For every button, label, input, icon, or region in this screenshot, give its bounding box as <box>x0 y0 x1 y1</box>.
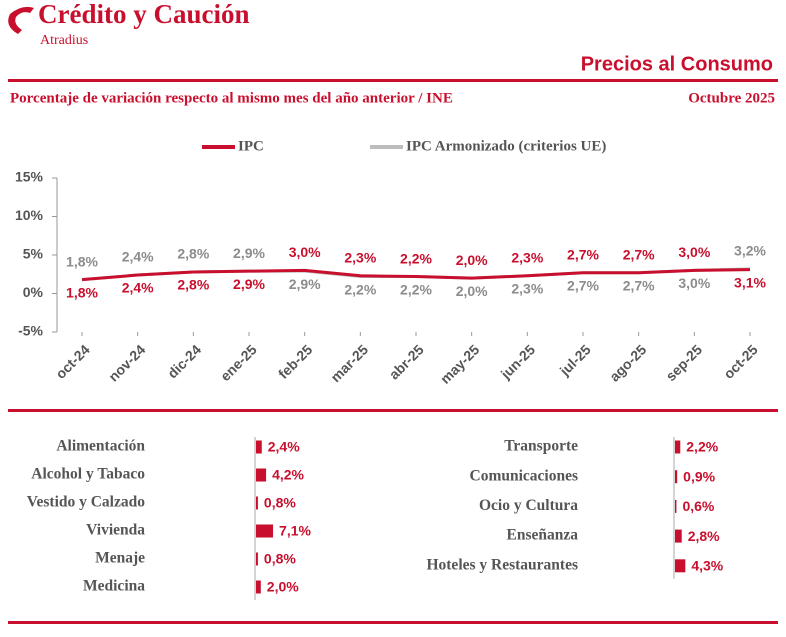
value-label: 3,2% <box>734 243 766 259</box>
brand: Crédito y Caución <box>38 0 250 29</box>
x-tick-label: nov-24 <box>105 341 148 384</box>
bar <box>675 470 678 484</box>
line <box>81 268 751 282</box>
bar <box>256 552 258 566</box>
divider <box>8 621 778 624</box>
bar <box>256 496 258 510</box>
x-tick-label: ago-25 <box>606 341 649 384</box>
date: Octubre 2025 <box>688 90 775 106</box>
bar <box>256 440 262 454</box>
value-label: 2,7% <box>567 277 599 293</box>
value-label: 2,8% <box>177 277 209 293</box>
value-label: 2,7% <box>623 277 655 293</box>
x-tick-label: ene-25 <box>217 341 260 384</box>
x-tick-label: feb-25 <box>275 341 316 382</box>
brand-sub: Atradius <box>40 33 88 48</box>
value-label: 0,6% <box>682 498 714 514</box>
y-tick-label: 15% <box>15 169 44 185</box>
value-label: 3,1% <box>734 274 766 290</box>
bar <box>256 580 261 594</box>
y-tick-label: 0% <box>23 284 44 300</box>
value-label: 2,0% <box>456 283 488 299</box>
divider <box>8 79 778 82</box>
value-label: 3,0% <box>678 275 710 291</box>
value-label: 2,8% <box>688 528 720 544</box>
value-label: 2,3% <box>511 249 543 265</box>
value-label: 2,4% <box>268 439 300 455</box>
logo-icon <box>8 6 34 34</box>
bar <box>675 499 677 513</box>
x-tick-label: may-25 <box>437 341 483 387</box>
value-label: 1,8% <box>66 284 98 300</box>
value-label: 0,9% <box>683 468 715 484</box>
bar <box>256 468 267 482</box>
value-label: 4,2% <box>272 467 304 483</box>
bar <box>256 524 274 538</box>
bar <box>675 440 681 454</box>
y-tick-label: -5% <box>18 323 43 339</box>
category-label: Ocio y Cultura <box>479 497 578 514</box>
value-label: 0,8% <box>264 495 296 511</box>
page-title: Precios al Consumo <box>581 53 773 75</box>
value-label: 2,8% <box>177 246 209 262</box>
value-label: 2,2% <box>344 281 376 297</box>
subtitle: Porcentaje de variación respecto al mism… <box>10 90 453 106</box>
value-label: 2,7% <box>623 246 655 262</box>
x-tick-label: oct-24 <box>52 341 93 382</box>
value-label: 7,1% <box>279 523 311 539</box>
value-label: 2,3% <box>511 280 543 296</box>
value-label: 3,0% <box>289 244 321 260</box>
value-label: 2,9% <box>233 276 265 292</box>
x-tick-label: jun-25 <box>497 341 538 382</box>
x-tick-label: abr-25 <box>386 341 427 382</box>
category-label: Vivienda <box>86 522 145 539</box>
x-tick-label: oct-25 <box>720 341 761 382</box>
category-label: Enseñanza <box>507 527 579 544</box>
bar <box>675 529 682 543</box>
value-label: 2,2% <box>400 250 432 266</box>
value-label: 2,9% <box>289 276 321 292</box>
value-label: 4,3% <box>691 558 723 574</box>
category-label: Alimentación <box>56 438 145 455</box>
category-label: Comunicaciones <box>470 467 579 484</box>
y-tick-label: 5% <box>23 246 44 262</box>
category-label: Transporte <box>504 438 578 455</box>
divider <box>8 409 778 412</box>
x-tick-label: dic-24 <box>164 341 204 381</box>
value-label: 2,0% <box>267 579 299 595</box>
value-label: 2,4% <box>122 280 154 296</box>
value-label: 2,2% <box>686 439 718 455</box>
legend-label: IPC <box>238 138 264 154</box>
x-tick-label: sep-25 <box>662 341 705 384</box>
category-label: Alcohol y Tabaco <box>31 466 145 483</box>
x-tick-label: jul-25 <box>556 341 594 379</box>
category-label: Medicina <box>83 578 145 595</box>
value-label: 2,0% <box>456 252 488 268</box>
value-label: 0,8% <box>264 551 296 567</box>
bar <box>675 559 686 573</box>
category-label: Vestido y Calzado <box>27 494 146 511</box>
value-label: 2,2% <box>400 281 432 297</box>
category-label: Hoteles y Restaurantes <box>426 556 578 573</box>
value-label: 2,7% <box>567 246 599 262</box>
category-label: Menaje <box>95 550 145 567</box>
value-label: 2,9% <box>233 245 265 261</box>
value-label: 1,8% <box>66 253 98 269</box>
value-label: 2,3% <box>344 249 376 265</box>
value-label: 3,0% <box>678 244 710 260</box>
x-tick-label: mar-25 <box>327 341 371 385</box>
legend-label: IPC Armonizado (criterios UE) <box>406 138 606 154</box>
value-label: 2,4% <box>122 249 154 265</box>
y-tick-label: 10% <box>15 207 44 223</box>
